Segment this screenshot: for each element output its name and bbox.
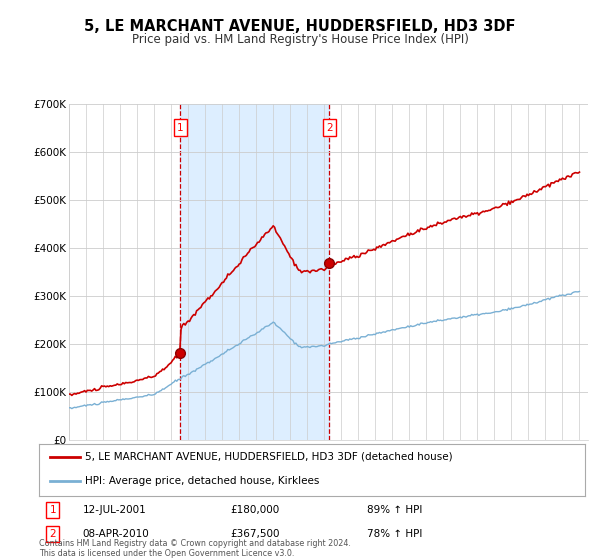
Text: 5, LE MARCHANT AVENUE, HUDDERSFIELD, HD3 3DF (detached house): 5, LE MARCHANT AVENUE, HUDDERSFIELD, HD3…: [85, 451, 453, 461]
Text: Price paid vs. HM Land Registry's House Price Index (HPI): Price paid vs. HM Land Registry's House …: [131, 32, 469, 46]
Text: HPI: Average price, detached house, Kirklees: HPI: Average price, detached house, Kirk…: [85, 476, 320, 486]
Text: £367,500: £367,500: [230, 529, 280, 539]
Text: 89% ↑ HPI: 89% ↑ HPI: [367, 505, 422, 515]
Text: 2: 2: [49, 529, 56, 539]
Text: Contains HM Land Registry data © Crown copyright and database right 2024.
This d: Contains HM Land Registry data © Crown c…: [39, 539, 351, 558]
Text: 1: 1: [49, 505, 56, 515]
Text: 78% ↑ HPI: 78% ↑ HPI: [367, 529, 422, 539]
Text: 2: 2: [326, 123, 332, 133]
Text: 5, LE MARCHANT AVENUE, HUDDERSFIELD, HD3 3DF: 5, LE MARCHANT AVENUE, HUDDERSFIELD, HD3…: [84, 20, 516, 34]
Text: 08-APR-2010: 08-APR-2010: [83, 529, 149, 539]
Bar: [181, 104, 329, 440]
Text: 1: 1: [177, 123, 184, 133]
Text: 12-JUL-2001: 12-JUL-2001: [83, 505, 146, 515]
Text: £180,000: £180,000: [230, 505, 280, 515]
